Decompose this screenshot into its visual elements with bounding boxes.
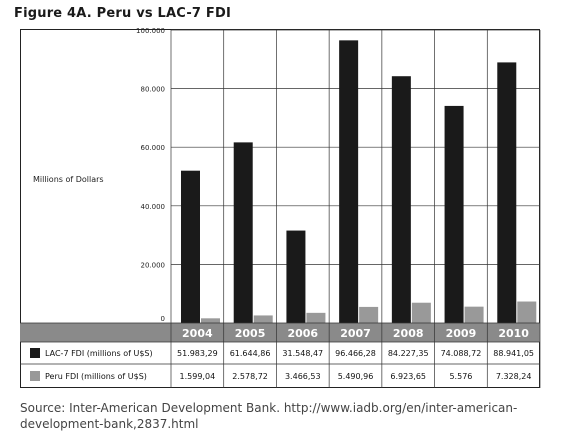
x-tick-label: 2006	[287, 327, 318, 340]
legend-swatch	[30, 348, 40, 358]
bar-lac7	[391, 76, 411, 323]
bar-peru	[464, 306, 484, 323]
bar-lac7	[497, 62, 517, 324]
chart-frame	[20, 29, 540, 388]
data-label: 88.941,05	[493, 349, 534, 358]
bar-peru	[411, 302, 431, 323]
source-note: Source: Inter-American Development Bank.…	[20, 401, 518, 431]
bar-lac7	[339, 40, 359, 324]
data-label: 5.490,96	[338, 372, 374, 381]
legend-label: LAC-7 FDI (millions of U$S)	[45, 349, 153, 358]
chart-title: Figure 4A. Peru vs LAC-7 FDI	[14, 6, 231, 21]
table-header-row	[20, 323, 540, 342]
y-tick-label: 80.000	[141, 86, 166, 94]
bar-lac7	[444, 105, 464, 324]
x-tick-label: 2004	[182, 327, 213, 340]
data-label: 84.227,35	[388, 349, 429, 358]
bar-peru	[253, 315, 273, 323]
data-label: 31.548,47	[282, 349, 323, 358]
bar-peru	[517, 301, 537, 323]
data-label: 74.088,72	[441, 349, 482, 358]
data-label: 7.328,24	[496, 372, 532, 381]
bar-peru	[359, 306, 379, 323]
y-tick-label: 100.000	[136, 27, 165, 35]
legend-label: Peru FDI (millions of U$S)	[45, 372, 147, 381]
bar-peru	[306, 312, 326, 323]
bar-lac7	[286, 230, 306, 323]
x-tick-label: 2009	[446, 327, 477, 340]
data-label: 61.644,86	[230, 349, 271, 358]
data-label: 1.599,04	[180, 372, 216, 381]
data-label: 2.578,72	[232, 372, 268, 381]
bar-peru	[201, 318, 220, 323]
x-tick-label: 2008	[393, 327, 424, 340]
y-axis-label: Millions of Dollars	[33, 175, 104, 184]
x-tick-label: 2007	[340, 327, 371, 340]
bar-lac7	[233, 142, 253, 323]
data-label: 5.576	[449, 372, 472, 381]
legend-swatch	[30, 371, 40, 381]
data-label: 3.466,53	[285, 372, 321, 381]
y-tick-label: 0	[161, 315, 165, 323]
x-tick-label: 2010	[498, 327, 529, 340]
bar-lac7	[181, 170, 200, 323]
data-label: 51.983,29	[177, 349, 218, 358]
data-label: 96.466,28	[335, 349, 376, 358]
y-tick-label: 60.000	[141, 144, 166, 152]
y-tick-label: 20.000	[141, 261, 166, 269]
data-label: 6.923,65	[390, 372, 426, 381]
x-tick-label: 2005	[235, 327, 266, 340]
y-tick-label: 40.000	[141, 203, 166, 211]
